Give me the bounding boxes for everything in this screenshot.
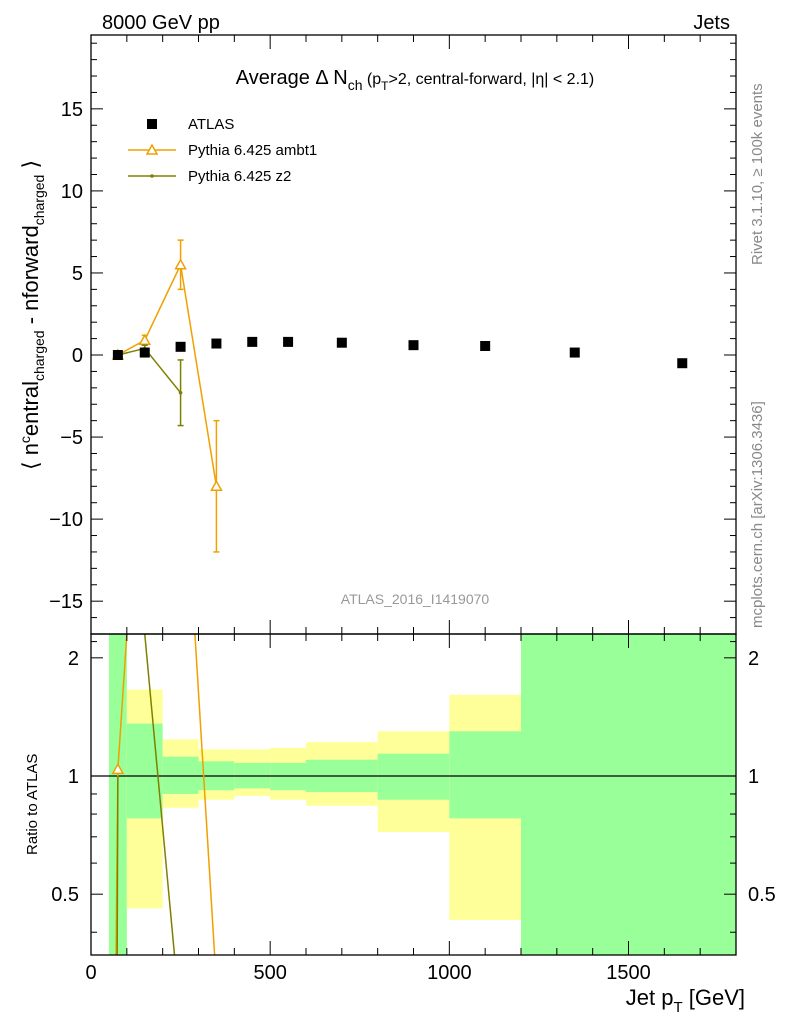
series-point-0-3	[210, 479, 223, 492]
ratio-point-0-0	[111, 762, 125, 775]
title-part-2: (p	[362, 71, 381, 88]
data-point-0	[112, 350, 123, 361]
y-tick-label-1: −10	[49, 509, 83, 531]
data-point-5	[283, 336, 294, 347]
header-right: Jets	[693, 12, 730, 34]
ylabel-sub-charged-2: charged	[31, 175, 47, 226]
chart-title: Average Δ Nch (pT>2, central-forward, |η…	[236, 67, 595, 93]
legend-label-ambt1: Pythia 6.425 ambt1	[188, 142, 317, 159]
ylabel-part-3: - n	[18, 299, 43, 331]
ratio-y-tick-label-left-2: 2	[68, 648, 79, 670]
data-point-2	[175, 341, 186, 352]
analysis-id: ATLAS_2016_I1419070	[341, 591, 490, 607]
x-tick-label-1: 500	[253, 962, 286, 984]
main-marks	[111, 239, 688, 553]
ylabel-part-4: forward	[18, 225, 43, 298]
ratio-band-stat-8	[449, 731, 521, 819]
series-point-0-2	[174, 258, 187, 270]
title-part-3: >2, central-forward, |η| < 2.1)	[389, 71, 595, 88]
ratio-y-label: Ratio to ATLAS	[24, 754, 41, 855]
x-tick-label-3: 1500	[606, 962, 651, 984]
legend-label-atlas: ATLAS	[188, 116, 234, 133]
xlabel-part-1: Jet p	[626, 985, 674, 1010]
y-tick-label-3: 0	[72, 345, 83, 367]
legend: ATLAS Pythia 6.425 ambt1 Pythia 6.425 z2	[128, 116, 317, 185]
header-left: 8000 GeV pp	[102, 12, 220, 34]
legend-label-z2: Pythia 6.425 z2	[188, 168, 291, 185]
series-point-0-1	[138, 333, 152, 345]
ratio-y-tick-label-left-1: 1	[68, 766, 79, 788]
ratio-y-tick-label-left-0: 0.5	[51, 884, 79, 906]
ylabel-sub-charged-1: charged	[31, 330, 47, 381]
mcplots-label: mcplots.cern.ch [arXiv:1306.3436]	[749, 401, 766, 628]
legend-marker-z2	[150, 174, 154, 178]
data-point-4	[247, 336, 258, 347]
y-tick-label-2: −5	[60, 427, 83, 449]
title-sub-T: T	[381, 79, 389, 93]
axes-frames: −15 −10 −5 0 5 10 15 0 500 1000 1500 0.5 0.5 1 1 2 2	[49, 34, 776, 984]
y-tick-label-4: 5	[72, 263, 83, 285]
data-point-6	[336, 337, 347, 348]
xlabel-sub-T: T	[673, 999, 682, 1016]
data-point-10	[677, 358, 688, 369]
data-point-1	[139, 347, 150, 358]
ratio-line-0-0	[117, 633, 128, 770]
series-line-0	[117, 262, 218, 487]
rivet-label: Rivet 3.1.10, ≥ 100k events	[749, 83, 766, 265]
ratio-line-1-0	[116, 776, 119, 956]
title-part-1: Average Δ N	[236, 67, 348, 89]
xlabel-part-2: [GeV]	[683, 985, 745, 1010]
y-tick-label-5: 10	[61, 181, 83, 203]
ratio-band-stat-2	[162, 756, 199, 794]
data-point-8	[480, 340, 491, 351]
ratio-y-tick-label-right-1: 1	[748, 766, 759, 788]
ylabel-part-2: entral	[18, 381, 43, 436]
ratio-y-tick-label-right-2: 2	[748, 648, 759, 670]
x-axis-label: Jet pT [GeV]	[626, 985, 745, 1016]
ylabel-part-1: ⟨ n	[18, 443, 43, 470]
ylabel-part-5: ⟩	[18, 160, 43, 175]
ratio-line-1-1	[144, 633, 176, 956]
ratio-marks	[111, 633, 216, 956]
legend-marker-ambt1	[145, 143, 159, 155]
legend-marker-atlas	[147, 119, 157, 129]
data-point-9	[569, 347, 580, 358]
ratio-band-stat-9	[521, 634, 736, 955]
ratio-line-0-2	[194, 633, 216, 956]
ylabel-sup-central: c	[17, 436, 33, 443]
ratio-band-stat-7	[377, 753, 450, 800]
y-axis-label: ⟨ ncentralcharged - nforwardcharged ⟩	[17, 160, 47, 470]
ratio-y-tick-label-right-0: 0.5	[748, 884, 776, 906]
y-tick-label-6: 15	[61, 99, 83, 121]
y-tick-label-0: −15	[49, 591, 83, 613]
ratio-panel	[91, 634, 736, 955]
title-sub-ch: ch	[348, 77, 363, 93]
data-point-7	[408, 340, 419, 351]
data-point-3	[211, 338, 222, 349]
x-tick-label-0: 0	[85, 962, 96, 984]
series-point-1-2	[178, 390, 183, 395]
x-tick-label-2: 1000	[427, 962, 472, 984]
